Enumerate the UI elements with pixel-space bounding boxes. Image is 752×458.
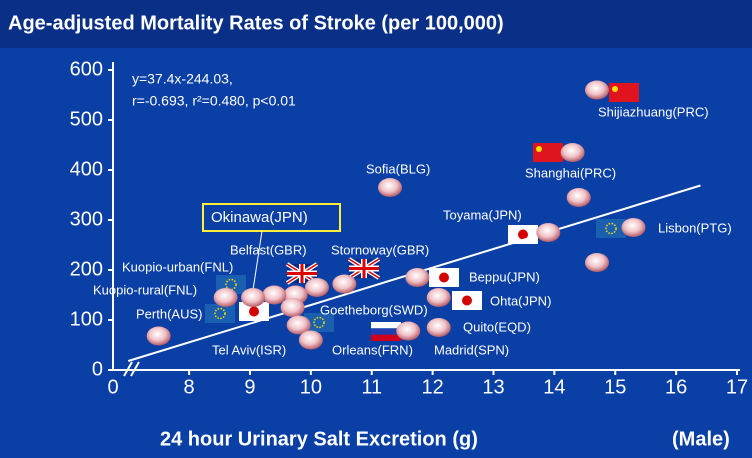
point-label: Lisbon(PTG) (658, 220, 732, 235)
flag-uk-cross (349, 259, 379, 278)
y-tick-label: 400 (70, 158, 103, 180)
x-tick-label: 13 (482, 376, 504, 398)
equation: y=37.4x-244.03, (132, 71, 233, 87)
point-label: Ohta(JPN) (490, 293, 551, 308)
flag-eu (205, 304, 235, 323)
flag-stars (225, 278, 237, 291)
x-tick-label: 17 (726, 376, 748, 398)
point-label: Belfast(GBR) (230, 242, 307, 257)
point-label: Shijiazhuang(PRC) (598, 104, 709, 119)
point (298, 330, 323, 350)
point (584, 253, 609, 272)
flag-uk-cross (287, 264, 317, 283)
y-tick-label: 100 (70, 308, 103, 330)
point (213, 288, 238, 307)
point (621, 218, 646, 237)
y-tick-label: 500 (70, 108, 103, 130)
point (280, 298, 305, 317)
x-tick-label: 11 (361, 376, 382, 398)
point (536, 223, 561, 242)
flag-stars (313, 316, 325, 329)
point-label: Kuopio-rural(FNL) (93, 282, 197, 297)
point (560, 143, 585, 162)
point-label: Madrid(SPN) (434, 342, 509, 357)
point (426, 288, 451, 307)
flag-disc (518, 229, 528, 240)
point (426, 318, 451, 337)
point-label: Quito(EQD) (463, 319, 531, 334)
point (286, 315, 311, 335)
callout-box (202, 203, 341, 232)
x-tick-label: 14 (543, 376, 565, 398)
point-label: Perth(AUS) (136, 306, 202, 321)
point (566, 188, 591, 207)
x-tick-label: 10 (300, 376, 322, 398)
point (241, 288, 266, 307)
flag-star (612, 86, 618, 92)
flag-disc (462, 295, 472, 306)
y-tick-label: 0 (92, 358, 103, 380)
y-tick-label: 600 (70, 58, 103, 80)
point (377, 178, 402, 197)
flag-stars (605, 222, 617, 235)
y-tick-label: 300 (70, 208, 103, 230)
point (304, 278, 329, 297)
flag-russia (371, 334, 401, 341)
flag-russia (371, 322, 401, 329)
callout-pointer (252, 230, 263, 291)
point-label: Tel Aviv(ISR) (212, 342, 286, 357)
corner-note: (Male) (672, 428, 730, 450)
x-tick-label: 16 (665, 376, 687, 398)
axis-break (130, 361, 140, 377)
point-label: Stornoway(GBR) (331, 242, 429, 257)
callout: Okinawa(JPN) (211, 209, 308, 226)
x-tick-label: 15 (604, 376, 626, 398)
y-tick-label: 200 (70, 258, 103, 280)
x-tick-label: 9 (244, 376, 255, 398)
point (262, 285, 287, 305)
axis-break (123, 361, 133, 377)
stats: r=-0.693, r²=0.480, p<0.01 (132, 93, 296, 109)
point (405, 268, 430, 287)
point-label: Goetheborg(SWD) (320, 302, 428, 317)
point-label: Orleans(FRN) (332, 342, 413, 357)
point-label: Sofia(BLG) (366, 161, 430, 176)
x-axis-label: 24 hour Urinary Salt Excretion (g) (160, 428, 478, 450)
x-tick-label: 8 (184, 376, 195, 398)
flag-stars (214, 307, 226, 320)
flags (205, 83, 639, 341)
flag-star (536, 146, 542, 152)
flag-china (609, 83, 639, 102)
title-band (0, 0, 752, 48)
point-label: Toyama(JPN) (443, 207, 522, 222)
flag-russia (371, 328, 401, 335)
flag-eu (304, 313, 334, 332)
x-tick-label: 12 (421, 376, 443, 398)
point (332, 274, 357, 294)
chart-title: Age-adjusted Mortality Rates of Stroke (… (8, 12, 504, 34)
flag-eu (596, 219, 626, 238)
point (584, 80, 609, 100)
x-origin-label: 0 (107, 376, 118, 398)
point-label: Kuopio-urban(FNL) (122, 259, 233, 274)
point (396, 321, 421, 341)
point (146, 326, 171, 346)
point-label: Beppu(JPN) (469, 269, 540, 284)
point-label: Shanghai(PRC) (525, 165, 616, 180)
flag-china (533, 143, 563, 162)
flag-disc (439, 272, 449, 283)
flag-disc (249, 306, 259, 317)
